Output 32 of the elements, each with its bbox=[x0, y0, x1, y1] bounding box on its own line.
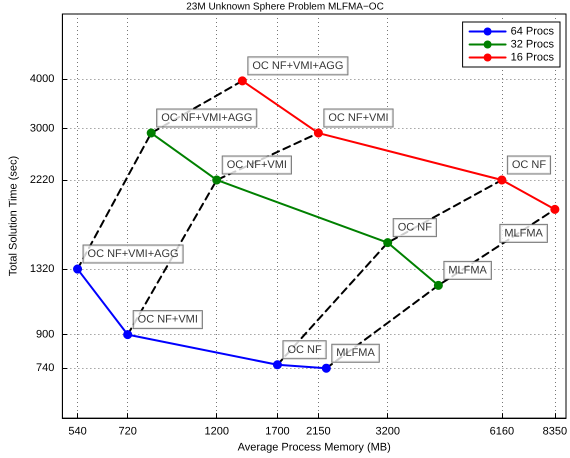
x-tick-label: 8350 bbox=[542, 426, 568, 438]
y-tick-label: 4000 bbox=[30, 73, 54, 86]
y-tick-label: 2220 bbox=[30, 174, 54, 186]
x-tick-label: 3200 bbox=[375, 426, 400, 438]
annotation: MLFMA bbox=[448, 264, 488, 276]
annotation: MLFMA bbox=[504, 227, 544, 240]
y-tick-label: 3000 bbox=[30, 122, 54, 134]
x-tick-label: 2150 bbox=[306, 426, 331, 438]
annotation: OC NF+VMI bbox=[328, 112, 389, 124]
annotation: OC NF+VMI+AGG bbox=[161, 112, 252, 124]
annotation: OC NF bbox=[287, 344, 322, 356]
legend-label: 32 Procs bbox=[510, 38, 554, 50]
x-tick-label: 1200 bbox=[204, 426, 229, 438]
annotation: MLFMA bbox=[336, 347, 376, 360]
x-tick-label: 540 bbox=[68, 426, 87, 438]
annotation: OC NF+VMI+AGG bbox=[252, 60, 344, 72]
annotation: OC NF+VMI+AGG bbox=[88, 248, 179, 260]
x-tick-label: 720 bbox=[118, 426, 137, 438]
legend-label: 64 Procs bbox=[510, 26, 554, 38]
annotation: OC NF+VMI bbox=[138, 314, 198, 326]
y-tick-label: 1320 bbox=[30, 263, 54, 276]
x-axis-title: Average Process Memory (MB) bbox=[238, 442, 391, 454]
annotation: OC NF bbox=[512, 158, 546, 171]
annotation: OC NF bbox=[398, 222, 432, 234]
legend-label: 16 Procs bbox=[510, 52, 554, 64]
x-tick-label: 6160 bbox=[490, 426, 514, 438]
y-tick-label: 740 bbox=[36, 362, 54, 374]
chart-title: 23M Unknown Sphere Problem MLFMA−OC bbox=[186, 2, 384, 12]
x-tick-label: 1700 bbox=[265, 426, 290, 438]
annotation: OC NF+VMI bbox=[226, 158, 287, 171]
y-axis-title: Total Solution Time (sec) bbox=[8, 156, 20, 276]
y-tick-label: 900 bbox=[36, 328, 54, 341]
